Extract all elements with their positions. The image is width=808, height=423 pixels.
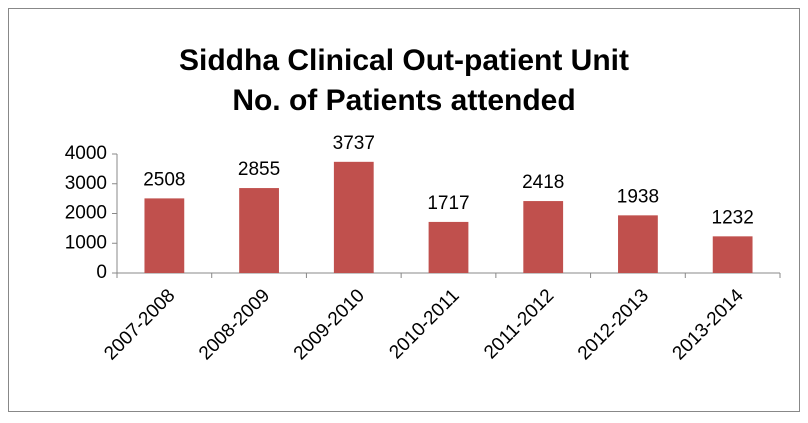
data-label: 3737 (333, 133, 375, 154)
chart-title: Siddha Clinical Out-patient Unit (179, 44, 629, 77)
y-tick-label: 3000 (65, 173, 107, 194)
bar (618, 215, 658, 273)
data-label: 1938 (617, 186, 659, 207)
data-label: 1717 (427, 193, 469, 214)
y-tick-label: 4000 (65, 143, 107, 164)
y-tick-label: 0 (96, 262, 107, 283)
bar (239, 188, 279, 273)
data-label: 2508 (143, 169, 185, 190)
bar (523, 201, 564, 273)
bar (144, 198, 185, 273)
y-tick-label: 2000 (65, 203, 107, 224)
y-tick-label: 1000 (65, 232, 107, 253)
data-label: 1232 (712, 207, 754, 228)
bar (333, 161, 374, 273)
chart-frame (8, 8, 800, 412)
data-label: 2855 (238, 159, 280, 180)
chart-title: No. of Patients attended (232, 84, 575, 117)
data-label: 2418 (522, 172, 564, 193)
bar (712, 236, 753, 273)
bar (428, 221, 469, 273)
